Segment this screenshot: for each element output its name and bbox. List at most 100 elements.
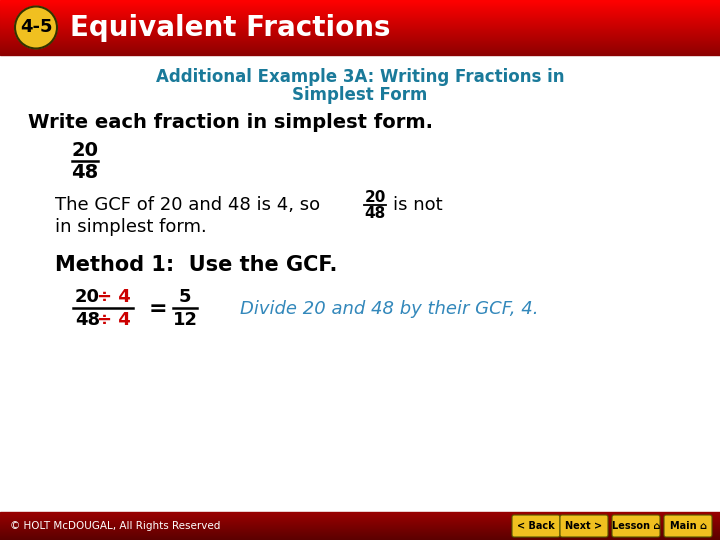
- Bar: [0, 533, 720, 534]
- Bar: [0, 521, 720, 522]
- Bar: [0, 514, 720, 515]
- Bar: [0, 47, 720, 48]
- Bar: [0, 12, 720, 13]
- Bar: [0, 11, 720, 12]
- Bar: [0, 17, 720, 18]
- Circle shape: [15, 6, 57, 49]
- Bar: [0, 522, 720, 523]
- Text: Additional Example 3A: Writing Fractions in: Additional Example 3A: Writing Fractions…: [156, 68, 564, 86]
- Text: Main ⌂: Main ⌂: [670, 521, 706, 531]
- Bar: [0, 518, 720, 519]
- Text: 5: 5: [179, 288, 192, 306]
- Bar: [0, 537, 720, 538]
- Bar: [0, 538, 720, 539]
- Text: Simplest Form: Simplest Form: [292, 86, 428, 104]
- Text: < Back: < Back: [517, 521, 555, 531]
- Text: 48: 48: [364, 206, 386, 221]
- Bar: [0, 49, 720, 50]
- FancyBboxPatch shape: [512, 515, 560, 537]
- Bar: [0, 524, 720, 525]
- Bar: [0, 25, 720, 26]
- Bar: [0, 21, 720, 22]
- Bar: [0, 22, 720, 23]
- Text: © HOLT McDOUGAL, All Rights Reserved: © HOLT McDOUGAL, All Rights Reserved: [10, 521, 220, 531]
- Bar: [0, 44, 720, 45]
- Bar: [0, 513, 720, 514]
- Bar: [0, 1, 720, 2]
- Bar: [0, 14, 720, 15]
- Bar: [0, 10, 720, 11]
- Bar: [0, 531, 720, 532]
- Bar: [0, 5, 720, 6]
- Bar: [0, 0, 720, 1]
- FancyBboxPatch shape: [612, 515, 660, 537]
- Bar: [0, 534, 720, 535]
- Text: 20: 20: [75, 288, 100, 306]
- Bar: [0, 50, 720, 51]
- Text: 4-5: 4-5: [19, 18, 53, 37]
- Bar: [0, 527, 720, 528]
- Text: Write each fraction in simplest form.: Write each fraction in simplest form.: [28, 113, 433, 132]
- Bar: [0, 28, 720, 29]
- Text: Method 1:  Use the GCF.: Method 1: Use the GCF.: [55, 255, 338, 275]
- Bar: [0, 530, 720, 531]
- Text: Divide 20 and 48 by their GCF, 4.: Divide 20 and 48 by their GCF, 4.: [240, 300, 539, 318]
- Bar: [0, 33, 720, 34]
- Bar: [0, 43, 720, 44]
- Bar: [0, 16, 720, 17]
- Bar: [0, 525, 720, 526]
- Bar: [0, 38, 720, 39]
- Bar: [0, 41, 720, 42]
- Bar: [0, 26, 720, 27]
- Text: in simplest form.: in simplest form.: [55, 218, 207, 236]
- Bar: [0, 515, 720, 516]
- Bar: [0, 520, 720, 521]
- Text: 48: 48: [75, 311, 100, 329]
- Bar: [0, 536, 720, 537]
- Bar: [0, 532, 720, 533]
- Bar: [0, 53, 720, 54]
- Bar: [0, 539, 720, 540]
- Bar: [0, 19, 720, 20]
- Bar: [0, 45, 720, 46]
- Bar: [0, 35, 720, 36]
- Bar: [0, 20, 720, 21]
- Bar: [0, 52, 720, 53]
- Bar: [0, 46, 720, 47]
- Bar: [0, 2, 720, 3]
- Bar: [0, 13, 720, 14]
- Text: is not: is not: [393, 196, 443, 214]
- Bar: [0, 6, 720, 7]
- Text: 12: 12: [173, 311, 197, 329]
- Text: 48: 48: [71, 164, 99, 183]
- Bar: [0, 37, 720, 38]
- Text: 20: 20: [364, 190, 386, 205]
- Text: Lesson ⌂: Lesson ⌂: [612, 521, 660, 531]
- Bar: [0, 528, 720, 529]
- Bar: [0, 39, 720, 40]
- Text: Next >: Next >: [565, 521, 603, 531]
- Bar: [0, 51, 720, 52]
- Bar: [0, 526, 720, 527]
- Bar: [0, 42, 720, 43]
- Bar: [0, 27, 720, 28]
- Text: Equivalent Fractions: Equivalent Fractions: [70, 14, 390, 42]
- Text: The GCF of 20 and 48 is 4, so: The GCF of 20 and 48 is 4, so: [55, 196, 320, 214]
- Bar: [0, 523, 720, 524]
- Bar: [0, 29, 720, 30]
- Text: =: =: [149, 299, 167, 319]
- Bar: [0, 4, 720, 5]
- Bar: [0, 24, 720, 25]
- Bar: [0, 529, 720, 530]
- Bar: [0, 30, 720, 31]
- Bar: [0, 31, 720, 32]
- Bar: [0, 48, 720, 49]
- Bar: [0, 3, 720, 4]
- Bar: [0, 8, 720, 9]
- Bar: [0, 9, 720, 10]
- Bar: [0, 519, 720, 520]
- Bar: [0, 32, 720, 33]
- Bar: [0, 40, 720, 41]
- Bar: [0, 516, 720, 517]
- Text: ÷ 4: ÷ 4: [97, 288, 131, 306]
